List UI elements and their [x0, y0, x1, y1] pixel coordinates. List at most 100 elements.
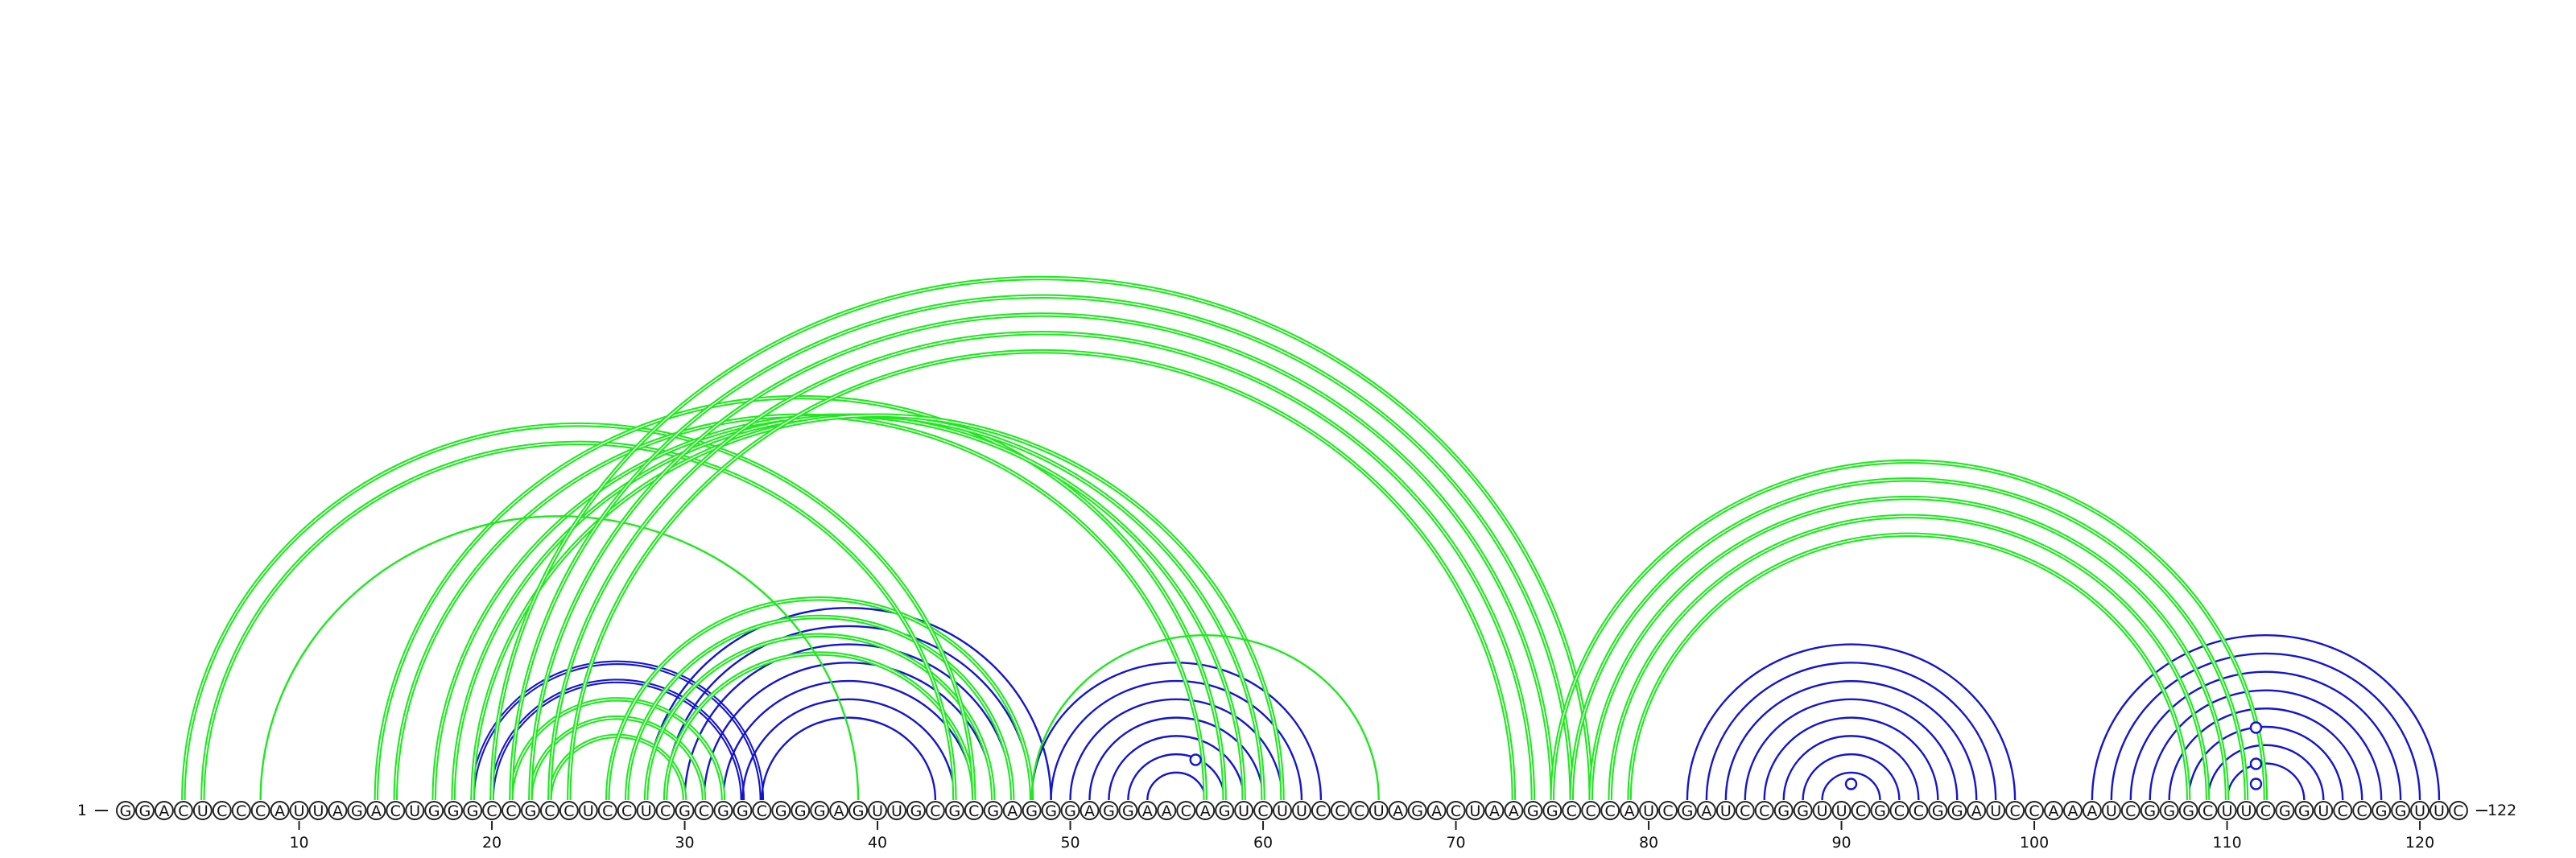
nucleotide: G	[1099, 801, 1119, 820]
nucleotide-circle	[1851, 801, 1871, 820]
nucleotide: C	[1176, 801, 1196, 820]
nucleotide-circle	[752, 801, 772, 820]
nucleotide: U	[192, 801, 213, 820]
nucleotide-letter: G	[1219, 802, 1231, 820]
nucleotide-circle	[1484, 801, 1505, 820]
nucleotide-circle	[1041, 801, 1061, 820]
nucleotide-circle	[2429, 801, 2449, 820]
arc-green-15-57	[393, 413, 1208, 801]
nucleotide-letter: G	[1932, 802, 1944, 820]
nucleotide: C	[1253, 801, 1274, 820]
nucleotide-letter: G	[2298, 802, 2310, 820]
arc-green-29-45	[663, 651, 976, 801]
nucleotide-circle	[694, 801, 714, 820]
nucleotide-circle	[713, 801, 733, 820]
nucleotide: C	[964, 801, 984, 820]
nucleotide-letter: G	[1411, 802, 1423, 820]
nucleotide-circle	[1137, 801, 1158, 820]
tick-label-30: 30	[675, 834, 694, 852]
nucleotide-letter: C	[2202, 802, 2213, 820]
nucleotide-circle	[1967, 801, 1987, 820]
nucleotide-circle	[212, 801, 232, 820]
nucleotide: A	[2062, 801, 2083, 820]
nucleotide: G	[2159, 801, 2179, 820]
nucleotide-circle	[675, 801, 695, 820]
nucleotide: G	[675, 801, 695, 820]
nucleotide: G	[520, 801, 540, 820]
nucleotide: A	[1002, 801, 1022, 820]
nucleotide-letter: G	[428, 802, 440, 820]
nucleotide-circle	[1928, 801, 1948, 820]
nucleotide-letter: C	[1759, 802, 1769, 820]
nucleotide-letter: C	[506, 802, 516, 820]
nucleotide-circle	[906, 801, 926, 820]
arc-blue-54-57	[1146, 771, 1207, 801]
nucleotide: U	[1234, 801, 1254, 820]
nucleotide-letter: U	[872, 802, 883, 820]
nucleotide-circle	[1735, 801, 1755, 820]
nucleotide-letter: U	[1373, 802, 1385, 820]
arc-blue-82-99	[1686, 643, 2017, 801]
nucleotide-circle	[2178, 801, 2198, 820]
nucleotide-letter: C	[1257, 802, 1268, 820]
nucleotide-circle	[1793, 801, 1813, 820]
nucleotide-circle	[1504, 801, 1524, 820]
nucleotide-circle	[791, 801, 811, 820]
start-index-label: 1	[77, 802, 87, 819]
nucleotide-letter: A	[159, 802, 169, 820]
nucleotide-circle	[1368, 801, 1389, 820]
nucleotide-circle	[2275, 801, 2295, 820]
arc-green-48-66	[1030, 634, 1380, 801]
arc-blue-88-93	[1802, 753, 1901, 801]
nucleotide: G	[1870, 801, 1890, 820]
arc-gap-21-76	[510, 295, 1572, 801]
nucleotide: A	[154, 801, 174, 820]
arc-blue-109-115	[2207, 744, 2325, 801]
nucleotide-letter: G	[679, 802, 691, 820]
arc-blue-83-98	[1705, 662, 1997, 801]
tick-label-60: 60	[1253, 834, 1273, 852]
nucleotide-letter: G	[1682, 802, 1694, 820]
arc-marker-1	[1844, 778, 1858, 790]
nucleotide-letter: G	[795, 802, 807, 820]
nucleotide-circle	[2256, 801, 2276, 820]
nucleotide: U	[868, 801, 888, 820]
nucleotide-circle	[848, 801, 869, 820]
nucleotide-letter: G	[120, 802, 132, 820]
nucleotide-letter: U	[2241, 802, 2252, 820]
tick-label-110: 110	[2212, 834, 2241, 852]
nucleotide: U	[1291, 801, 1311, 820]
nucleotide: U	[1831, 801, 1852, 820]
arc-blue-89-92	[1821, 771, 1881, 801]
nucleotide-circle	[1195, 801, 1216, 820]
nucleotide: C	[559, 801, 579, 820]
nucleotide: G	[1523, 801, 1543, 820]
base-pair-arcs	[181, 275, 2441, 801]
arc-gap-19-61	[472, 415, 1283, 801]
nucleotide-letter: C	[1662, 802, 1673, 820]
nucleotide: G	[1793, 801, 1813, 820]
nucleotide-circle	[829, 801, 849, 820]
tick-label-100: 100	[2020, 834, 2049, 852]
nucleotide-circle	[1773, 801, 1794, 820]
nucleotide-circle	[2101, 801, 2121, 820]
arc-blue-49-62	[1050, 679, 1303, 801]
arc-blue-85-96	[1744, 698, 1959, 801]
nucleotide-letter: U	[1277, 802, 1288, 820]
arc-gap-24-73	[568, 350, 1515, 801]
arc-green-77-110	[1588, 495, 2230, 801]
nucleotide-letter: C	[390, 802, 401, 820]
nucleotide-circle	[154, 801, 174, 820]
nucleotide-letter: G	[139, 802, 151, 820]
nucleotide-letter: U	[2222, 802, 2233, 820]
nucleotide-letter: A	[1142, 802, 1153, 820]
nucleotide: G	[713, 801, 733, 820]
nucleotide-circle	[2005, 801, 2025, 820]
arc-gap-20-33	[491, 680, 744, 801]
nucleotide: G	[1542, 801, 1563, 820]
nucleotide-letter: A	[1701, 802, 1711, 820]
arc-gap-76-111	[1571, 479, 2248, 801]
nucleotide: C	[1562, 801, 1582, 820]
nucleotide-letter: G	[1777, 802, 1790, 820]
nucleotide-circle	[1215, 801, 1235, 820]
